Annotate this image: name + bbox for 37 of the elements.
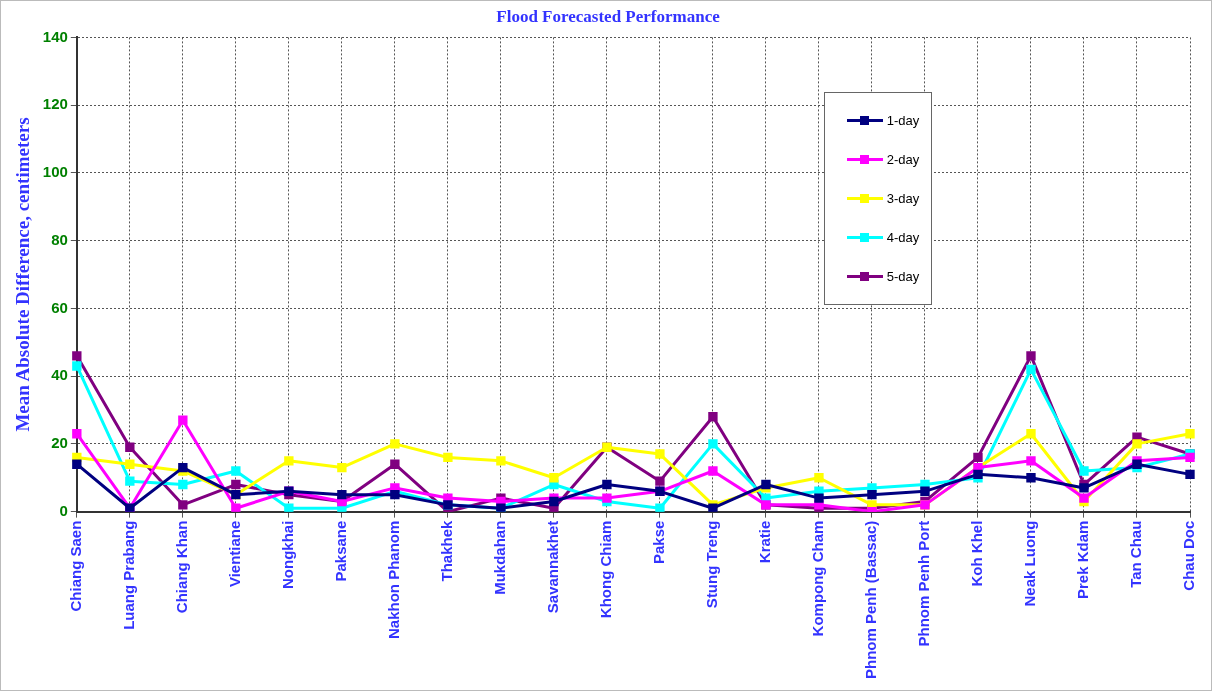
x-tick-label: Koh Khel <box>968 520 986 587</box>
x-tick-label: Chiang Khan <box>172 520 190 614</box>
x-tick-label: Nakhon Phanom <box>385 520 403 639</box>
y-tick-label: 100 <box>42 163 68 181</box>
x-tick-label: Chiang Saen <box>66 520 84 612</box>
x-tick-label: Tan Chau <box>1127 520 1145 588</box>
legend-label: 5-day <box>886 269 920 285</box>
x-tick-label: Nongkhai <box>279 520 296 589</box>
legend-label: 4-day <box>886 230 920 246</box>
x-tick-label: Prek Kdam <box>1074 520 1092 599</box>
legend-label: 1-day <box>886 113 920 129</box>
x-tick-label: Thakhek <box>438 519 456 582</box>
y-tick-label: 40 <box>51 366 68 384</box>
x-tick-label: Stung Treng <box>703 520 721 609</box>
y-tick-label: 120 <box>42 95 68 113</box>
x-tick-label: Vientiane <box>225 520 243 588</box>
x-tick-label: Khong Chiam <box>597 520 615 619</box>
y-tick-label: 80 <box>51 230 68 248</box>
x-tick-label: Pakse <box>650 520 668 564</box>
x-tick-label: Phnom Penh (Bassac) <box>862 520 880 679</box>
x-tick-label: Kratie <box>756 520 774 564</box>
x-tick-label: Kompong Cham <box>809 520 827 637</box>
y-tick-label: 140 <box>42 27 68 45</box>
x-tick-label: Luang Prabang <box>119 520 137 630</box>
y-tick-label: 0 <box>59 501 68 519</box>
y-tick-label: 20 <box>51 434 68 452</box>
y-tick-label: 60 <box>51 298 68 316</box>
legend-label: 3-day <box>886 191 920 207</box>
legend-label: 2-day <box>886 152 920 168</box>
chart-title: Flood Forecasted Performance <box>496 6 721 26</box>
x-tick-label: Paksane <box>332 520 350 582</box>
x-tick-label: Phnom Penh Port <box>915 520 933 647</box>
x-tick-label: Chau Doc <box>1180 520 1198 591</box>
x-tick-label: Savannakhet <box>544 520 562 614</box>
x-tick-label: Mukdahan <box>491 520 509 595</box>
x-tick-label: Neak Luong <box>1021 520 1039 607</box>
y-axis-title: Mean Absolute Difference, centimeters <box>12 117 34 432</box>
